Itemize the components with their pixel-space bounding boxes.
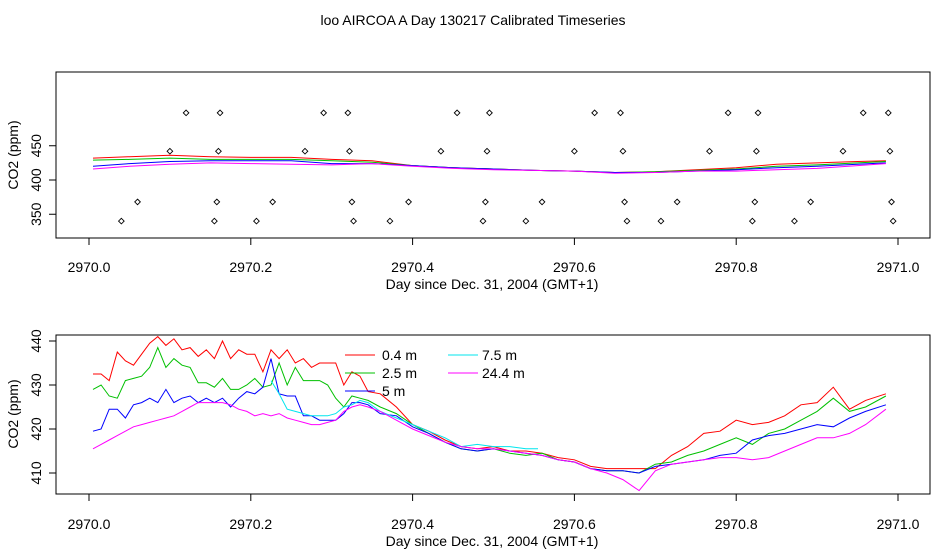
bottom-panel: 2970.0 2970.2 2970.4 2970.6 2970.8 2971.0 410… <box>5 329 931 549</box>
top-marker-point <box>617 109 624 117</box>
top-marker-point <box>386 217 394 225</box>
legend-label-7-5m: 7.5 m <box>482 347 517 363</box>
top-marker-point <box>807 198 815 206</box>
bottom-y-tick-label: 440 <box>28 329 44 353</box>
top-marker-point <box>748 217 756 225</box>
top-marker-point <box>859 109 867 117</box>
top-marker-point <box>522 217 530 225</box>
top-marker-point <box>215 147 222 155</box>
top-marker-point <box>706 147 713 155</box>
bottom-x-axis-title: Day since Dec. 31, 2004 (GMT+1) <box>386 533 599 549</box>
top-marker-point <box>752 147 760 155</box>
bottom-series-2-5-m <box>92 346 887 474</box>
top-marker-point <box>884 109 892 117</box>
top-marker-point <box>623 217 631 225</box>
top-marker-point <box>348 198 356 206</box>
bottom-series-24-4-m <box>92 402 887 492</box>
top-marker-point <box>437 147 445 155</box>
top-y-tick-label: 450 <box>28 134 44 158</box>
top-x-axis: 2970.0 2970.2 2970.4 2970.6 2970.8 2971.0 <box>68 237 920 275</box>
legend: 0.4 m 2.5 m 5 m 7.5 m 24.4 m <box>345 347 525 399</box>
legend-label-0-4m: 0.4 m <box>382 347 417 363</box>
top-marker-point <box>213 198 221 206</box>
bottom-x-tick-label: 2971.0 <box>877 516 920 532</box>
top-marker-point <box>405 198 412 206</box>
bottom-x-tick-label: 2970.6 <box>553 516 596 532</box>
top-marker-point <box>791 217 798 225</box>
legend-label-2-5m: 2.5 m <box>382 365 417 381</box>
top-x-tick-label: 2970.6 <box>553 259 596 275</box>
bottom-y-axis-title: CO2 (ppm) <box>5 379 21 448</box>
top-marker-point <box>486 109 493 117</box>
bottom-series-7-5-m <box>270 380 538 450</box>
bottom-y-tick-label: 420 <box>28 417 44 441</box>
top-marker-point <box>591 109 599 117</box>
top-marker-point <box>210 217 218 225</box>
top-marker-point <box>754 109 762 117</box>
top-marker-point <box>619 147 627 155</box>
top-marker-point <box>182 109 190 117</box>
top-marker-point <box>253 217 260 225</box>
top-marker-point <box>269 198 277 206</box>
top-x-tick-label: 2971.0 <box>877 259 920 275</box>
top-x-tick-label: 2970.4 <box>391 259 434 275</box>
top-x-tick-label: 2970.2 <box>229 259 272 275</box>
legend-label-5m: 5 m <box>382 383 405 399</box>
top-x-axis-title: Day since Dec. 31, 2004 (GMT+1) <box>386 276 599 292</box>
top-series-group <box>92 154 886 174</box>
top-x-tick-label: 2970.0 <box>68 259 111 275</box>
legend-label-24-4m: 24.4 m <box>482 365 525 381</box>
top-marker-point <box>751 198 759 206</box>
top-marker-point <box>888 198 895 206</box>
top-x-tick-label: 2970.8 <box>715 259 758 275</box>
top-y-tick-label: 350 <box>28 202 44 226</box>
top-marker-point <box>673 198 681 206</box>
top-plot-frame <box>55 71 931 239</box>
top-marker-point <box>320 109 328 117</box>
top-marker-point <box>301 147 309 155</box>
top-series-5-m <box>92 160 886 173</box>
top-marker-point <box>166 147 174 155</box>
top-marker-point <box>481 198 489 206</box>
bottom-y-axis: 410 420 430 440 <box>28 329 56 485</box>
top-marker-point <box>216 109 224 117</box>
bottom-y-tick-label: 410 <box>28 461 44 485</box>
top-y-tick-label: 400 <box>28 168 44 192</box>
bottom-series-0-4-m <box>93 335 887 470</box>
top-marker-point <box>453 109 461 117</box>
top-series-24-4-m <box>92 162 886 174</box>
top-panel: 2970.0 2970.2 2970.4 2970.6 2970.8 2971.0 350… <box>5 71 931 292</box>
bottom-x-tick-label: 2970.2 <box>229 516 272 532</box>
bottom-y-tick-label: 430 <box>28 373 44 397</box>
top-marker-point <box>657 217 665 225</box>
top-y-axis-title: CO2 (ppm) <box>5 120 21 189</box>
top-marker-point <box>538 198 546 206</box>
bottom-x-tick-label: 2970.8 <box>715 516 758 532</box>
top-marker-point <box>839 147 847 155</box>
top-marker-point <box>117 217 125 225</box>
top-y-axis: 350 400 450 <box>28 134 56 226</box>
bottom-x-tick-label: 2970.0 <box>68 516 111 532</box>
top-marker-point <box>621 198 628 206</box>
top-marker-point <box>479 217 487 225</box>
figure-title: loo AIRCOA A Day 130217 Calibrated Times… <box>320 12 625 28</box>
top-marker-point <box>886 147 894 155</box>
top-marker-point <box>346 147 353 155</box>
top-marker-group <box>117 109 897 225</box>
top-marker-point <box>344 109 352 117</box>
top-marker-point <box>350 217 357 225</box>
bottom-x-axis: 2970.0 2970.2 2970.4 2970.6 2970.8 2971.0 <box>68 493 920 532</box>
top-marker-point <box>134 198 141 206</box>
top-marker-point <box>889 217 897 225</box>
top-marker-point <box>570 147 578 155</box>
top-marker-point <box>724 109 732 117</box>
top-marker-point <box>483 147 491 155</box>
bottom-x-tick-label: 2970.4 <box>391 516 434 532</box>
bottom-series-group <box>92 335 887 492</box>
